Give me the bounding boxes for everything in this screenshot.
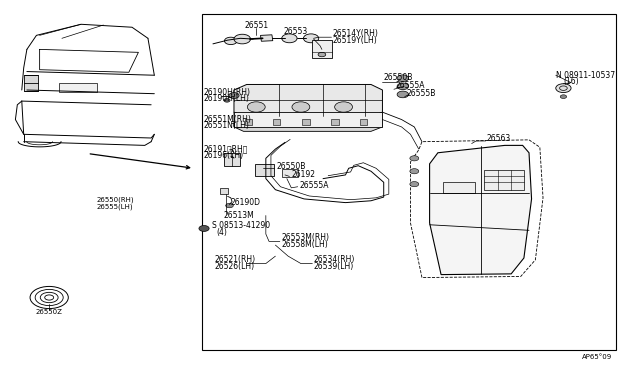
- Circle shape: [410, 169, 419, 174]
- Bar: [282, 169, 298, 177]
- Circle shape: [292, 102, 310, 112]
- Text: 26196(LH): 26196(LH): [204, 151, 243, 160]
- Text: AP65°09: AP65°09: [582, 353, 612, 360]
- Bar: [202, 14, 616, 350]
- Text: 26550(RH): 26550(RH): [97, 197, 134, 203]
- Circle shape: [397, 83, 408, 90]
- Bar: [255, 164, 274, 176]
- Circle shape: [397, 75, 408, 81]
- Bar: [245, 119, 252, 125]
- Text: 26534(RH): 26534(RH): [314, 255, 355, 264]
- Circle shape: [224, 99, 230, 102]
- Bar: [443, 182, 475, 193]
- Bar: [302, 119, 310, 125]
- Bar: [225, 153, 241, 166]
- Text: 26514Y(RH): 26514Y(RH): [333, 29, 379, 38]
- Circle shape: [199, 225, 209, 231]
- Circle shape: [303, 34, 319, 43]
- Text: 26555(LH): 26555(LH): [97, 203, 134, 209]
- Text: 26190D: 26190D: [231, 198, 260, 207]
- Text: 26521(RH): 26521(RH): [215, 255, 256, 264]
- Bar: [312, 40, 332, 58]
- Circle shape: [247, 102, 265, 112]
- Text: 26551N(LH): 26551N(LH): [204, 121, 249, 130]
- Circle shape: [397, 91, 408, 98]
- Bar: [24, 75, 38, 91]
- Circle shape: [410, 156, 419, 161]
- Circle shape: [560, 95, 566, 99]
- Bar: [360, 119, 367, 125]
- Text: (16): (16): [563, 77, 579, 86]
- Bar: [59, 83, 97, 92]
- Circle shape: [335, 102, 353, 112]
- Text: 26191〈RH〉: 26191〈RH〉: [204, 145, 248, 154]
- Circle shape: [282, 34, 297, 43]
- Text: 26190H(RH): 26190H(RH): [204, 88, 250, 97]
- Text: 26551: 26551: [244, 21, 268, 30]
- Text: 26190H(LH): 26190H(LH): [204, 94, 249, 103]
- Text: 26555B: 26555B: [406, 89, 435, 98]
- Text: 26550B: 26550B: [384, 73, 413, 81]
- Text: (4): (4): [217, 228, 228, 237]
- Circle shape: [556, 84, 571, 93]
- Circle shape: [226, 203, 234, 208]
- Circle shape: [225, 37, 237, 45]
- Text: 26550B: 26550B: [276, 162, 306, 171]
- Text: N 08911-10537: N 08911-10537: [556, 71, 615, 80]
- Text: 26539(LH): 26539(LH): [314, 262, 354, 271]
- Text: 26555A: 26555A: [395, 81, 425, 90]
- Bar: [220, 188, 228, 194]
- Polygon shape: [234, 112, 383, 131]
- Bar: [332, 119, 339, 125]
- Text: 26563: 26563: [487, 134, 511, 143]
- Polygon shape: [429, 145, 532, 275]
- Circle shape: [318, 52, 326, 57]
- Text: 26526(LH): 26526(LH): [215, 262, 255, 271]
- Text: 26553M(RH): 26553M(RH): [282, 233, 330, 242]
- Text: 26519Y(LH): 26519Y(LH): [333, 36, 378, 45]
- Text: 26550Z: 26550Z: [36, 308, 63, 315]
- Circle shape: [229, 93, 239, 99]
- Text: 26192: 26192: [291, 170, 316, 179]
- Circle shape: [410, 182, 419, 187]
- Text: 26555A: 26555A: [300, 181, 329, 190]
- Text: 26551M(RH): 26551M(RH): [204, 115, 252, 124]
- Text: 26558M(LH): 26558M(LH): [282, 240, 328, 249]
- Bar: [273, 119, 280, 125]
- Polygon shape: [234, 112, 383, 127]
- Circle shape: [234, 34, 250, 44]
- Text: S 08513-41290: S 08513-41290: [212, 221, 270, 230]
- Bar: [260, 35, 273, 41]
- Text: 26513M: 26513M: [223, 211, 254, 220]
- Text: 26553: 26553: [283, 27, 307, 36]
- Polygon shape: [234, 84, 383, 116]
- Bar: [484, 170, 524, 190]
